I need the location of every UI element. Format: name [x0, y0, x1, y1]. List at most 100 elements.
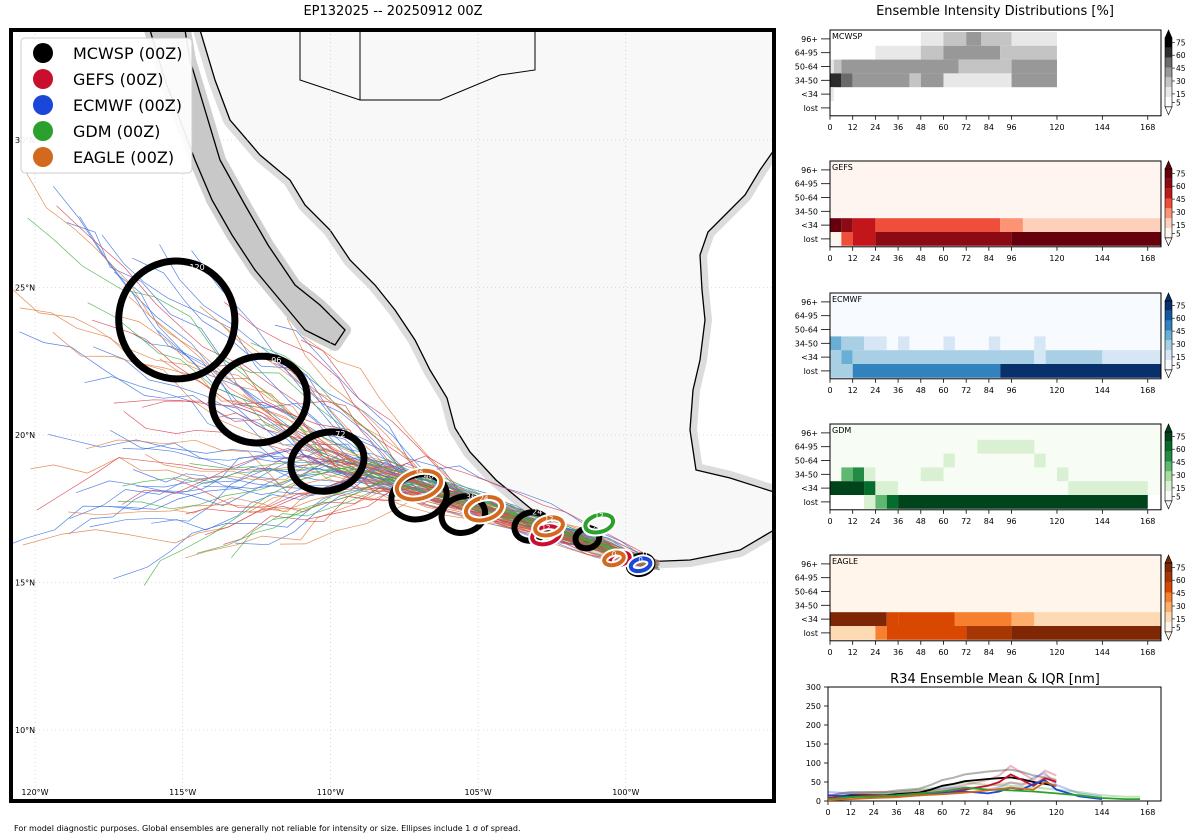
colorbar-tick-label: 45 — [1176, 589, 1186, 598]
ensemble-track — [196, 481, 659, 568]
ellipse-hour-label: 120 — [189, 263, 204, 272]
colorbar-frame — [1164, 37, 1173, 108]
r34-y-label: 300 — [806, 683, 821, 692]
heatmap-frame — [829, 292, 1162, 380]
ensemble-tracks — [11, 166, 660, 586]
r34-iqr-line — [827, 764, 1057, 797]
heatmap-row-label: 34-50 — [795, 207, 818, 216]
heatmap-x-label: 96 — [1006, 648, 1016, 657]
ellipse-hour-label: 36 — [466, 492, 476, 501]
mcwsp-ellipse: 96 — [208, 352, 311, 447]
colorbar-min-arrow — [1164, 106, 1173, 116]
longitude-label: 115°W — [169, 788, 196, 797]
model-ellipse: 12 — [531, 513, 567, 540]
heatmap-cell — [875, 495, 887, 509]
heatmap-cell — [852, 218, 876, 232]
heatmap-cell — [1011, 626, 1161, 640]
heatmap-cell — [864, 336, 887, 351]
latitude-label: 10°N — [15, 726, 35, 735]
heatmap-cell — [875, 232, 1012, 246]
model-ellipse: 12 — [581, 510, 618, 537]
r34-title: R34 Ensemble Mean & IQR [nm] — [890, 672, 1100, 687]
heatmap-cell — [966, 32, 982, 46]
heatmap-x-label: 144 — [1095, 648, 1110, 657]
heatmap-cell — [830, 176, 1161, 191]
heatmap-x-label: 84 — [984, 123, 994, 132]
heatmap-cell — [864, 481, 876, 495]
heatmap-x-label: 24 — [870, 123, 880, 132]
heatmap-row-label: lost — [804, 629, 818, 638]
ellipse-hour-label: 12 — [595, 512, 604, 520]
colorbar-segment — [1165, 612, 1172, 622]
ellipse-hour-label: 48 — [424, 471, 434, 480]
heatmap-cell — [864, 495, 876, 509]
colorbar-max-arrow — [1164, 29, 1173, 39]
heatmap-cell — [830, 218, 842, 232]
heatmap-x-label: 0 — [827, 386, 832, 395]
colorbar-segment — [1165, 582, 1172, 593]
heatmap-x-label: 48 — [916, 648, 926, 657]
heatmap-x-label: 24 — [870, 648, 880, 657]
heatmap-row-label: <34 — [801, 615, 818, 624]
ensemble-track — [272, 475, 653, 562]
ellipse-hour-label: 0 — [612, 550, 616, 558]
heatmap-row-label: 34-50 — [795, 339, 818, 348]
heatmap-cell — [943, 453, 955, 468]
colorbar-frame — [1164, 300, 1173, 371]
model-ellipse: 0 — [626, 554, 655, 576]
longitude-label: 120°W — [21, 788, 48, 797]
ellipse-hour-label: 12 — [587, 523, 597, 532]
colorbar-segment — [1165, 490, 1172, 501]
heatmap-x-label: 96 — [1006, 517, 1016, 526]
heatmap-gdm: GDM 96+ 64-95 50-64 34-50 <34 lost 0 12 24 36 48 60 7… — [795, 423, 1186, 526]
heatmap-section-title: Ensemble Intensity Distributions [%] — [876, 4, 1114, 19]
colorbar-frame — [1164, 562, 1173, 633]
heatmap-cell — [830, 336, 842, 351]
r34-chart: 0 50 100 150 200 250 300 0 12 24 36 48 60 72 84 96 120 14… — [806, 683, 1162, 817]
heatmap-panel-label: ECMWF — [832, 295, 862, 304]
heatmap-row-label: lost — [804, 235, 818, 244]
colorbar-max-arrow — [1164, 423, 1173, 433]
heatmap-cell — [852, 467, 865, 482]
colorbar-tick-label: 75 — [1176, 563, 1186, 572]
model-ellipse: 0 — [600, 548, 628, 570]
ensemble-track — [260, 424, 660, 566]
colorbar-tick-label: 15 — [1176, 90, 1186, 99]
colorbar-tick-label: 15 — [1176, 615, 1186, 624]
colorbar-tick-label: 5 — [1176, 99, 1181, 108]
r34-y-label: 50 — [811, 778, 821, 787]
heatmap-x-label: 12 — [848, 648, 858, 657]
r34-y-label: 0 — [816, 797, 821, 806]
colorbar-segment — [1165, 592, 1172, 603]
heatmap-x-label: 12 — [848, 254, 858, 263]
heatmap-cell — [830, 232, 842, 246]
colorbar-segment — [1165, 218, 1172, 228]
r34-x-label: 60 — [937, 808, 947, 817]
heatmap-cell — [864, 467, 876, 482]
land-layer — [144, 30, 774, 569]
heatmap-cell — [1000, 364, 1161, 378]
heatmap-x-label: 24 — [870, 386, 880, 395]
heatmap-row-label: 64-95 — [795, 312, 818, 321]
colorbar-segment — [1165, 301, 1172, 311]
r34-frame — [827, 686, 1162, 802]
r34-y-label: 150 — [806, 740, 821, 749]
colorbar-min-arrow — [1164, 237, 1173, 247]
mcwsp-ellipse: 72 — [287, 428, 368, 495]
heatmap-x-label: 144 — [1095, 254, 1110, 263]
legend-marker — [33, 121, 53, 141]
heatmap-row-label: <34 — [801, 484, 818, 493]
colorbar-segment — [1165, 441, 1172, 452]
heatmap-row-label: 96+ — [801, 560, 818, 569]
heatmap-cell — [830, 204, 1161, 219]
colorbar-tick-label: 30 — [1176, 208, 1186, 217]
legend-label: MCWSP (00Z) — [73, 44, 183, 63]
heatmap-x-label: 0 — [827, 254, 832, 263]
heatmap-x-label: 84 — [984, 517, 994, 526]
heatmap-x-label: 72 — [961, 386, 971, 395]
r34-series-eagle — [827, 781, 1057, 802]
colorbar-frame — [1164, 431, 1173, 502]
heatmap-row-label: 50-64 — [795, 457, 818, 466]
heatmap-panel-label: GDM — [832, 426, 851, 435]
colorbar-segment — [1165, 320, 1172, 331]
